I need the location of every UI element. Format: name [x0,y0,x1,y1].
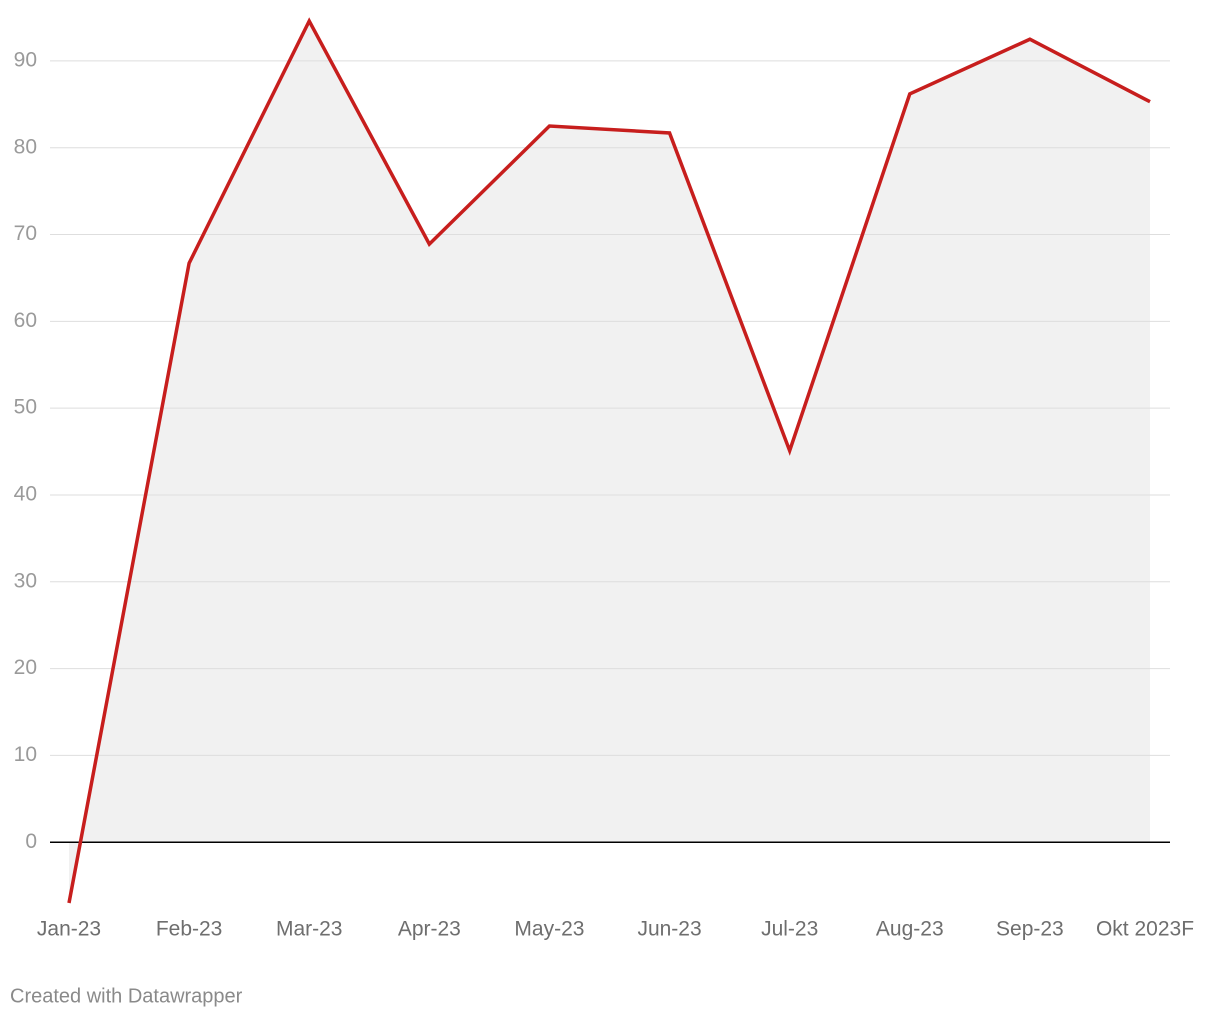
x-tick-label: Jul-23 [761,918,818,941]
line [67,17,1151,904]
x-tick-label: Sep-23 [996,918,1064,941]
x-tick-label: Apr-23 [398,918,461,941]
x-tick-label: Mar-23 [276,918,343,941]
y-tick-label: 60 [14,309,37,332]
x-tick-label: Aug-23 [876,918,944,941]
y-tick-label: 20 [14,656,37,679]
y-tick-label: 30 [14,569,37,592]
x-tick-label: Okt 2023F [1096,918,1194,941]
y-tick-label: 90 [14,48,37,71]
x-tick-label: Jun-23 [637,918,701,941]
x-tick-label: Jan-23 [37,918,101,941]
y-tick-label: 0 [25,830,37,853]
y-tick-label: 10 [14,743,37,766]
y-tick-label: 80 [14,135,37,158]
x-tick-label: May-23 [514,918,584,941]
area [69,21,1150,903]
y-tick-label: 40 [14,483,37,506]
y-tick-label: 70 [14,222,37,245]
x-tick-label: Feb-23 [156,918,223,941]
y-tick-label: 50 [14,396,37,419]
footer: Created with Datawrapper [10,985,243,1007]
